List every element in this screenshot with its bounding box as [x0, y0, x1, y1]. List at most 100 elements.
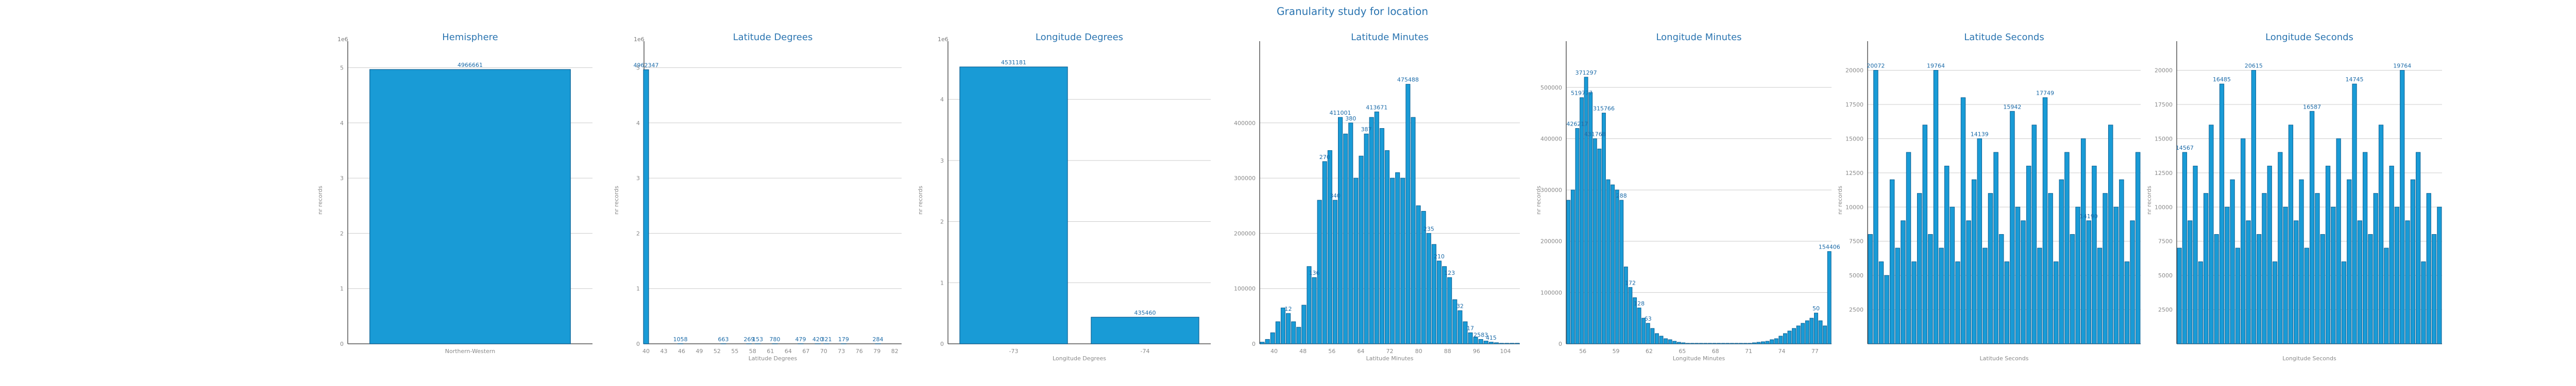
chart-panel-1: Hemisphere 0 1 2 3 4 5 1e6 nr records 4966661 Nort…	[317, 32, 592, 355]
bar	[2031, 125, 2037, 344]
bar	[2426, 193, 2431, 344]
x-axis-label: Latitude Minutes	[1366, 355, 1413, 362]
x-tick-label: 56	[1579, 348, 1586, 355]
x-tick-label: 76	[856, 348, 863, 355]
bar	[2053, 261, 2059, 344]
bar	[1868, 234, 1873, 344]
bar	[1712, 343, 1717, 344]
bar	[959, 66, 1068, 344]
x-tick-label: 59	[1613, 348, 1620, 355]
bar	[2204, 193, 2209, 344]
bar	[1792, 328, 1796, 344]
bar	[1515, 343, 1520, 344]
bar	[1364, 133, 1369, 344]
bar	[2251, 70, 2256, 344]
bar	[1721, 343, 1725, 344]
bar	[1878, 261, 1884, 344]
bar-value-label: 340	[1330, 192, 1341, 199]
bar	[1752, 342, 1756, 344]
bar	[1982, 248, 1988, 344]
bar	[2042, 97, 2048, 344]
bar	[1628, 287, 1633, 344]
y-multiplier-label: 1e6	[634, 36, 645, 43]
bar	[1615, 189, 1619, 344]
bar	[1473, 337, 1478, 344]
y-tick-label: 10000	[1845, 204, 1863, 210]
bar-value-label: 19764	[1927, 63, 1945, 69]
bar	[1623, 267, 1628, 344]
x-tick-label: 82	[891, 348, 899, 355]
bar	[1619, 200, 1624, 344]
y-tick-label: 4	[636, 120, 640, 127]
bar	[1411, 117, 1416, 344]
bar	[1510, 343, 1515, 344]
bar	[1783, 333, 1787, 344]
y-tick-label: 17500	[2155, 101, 2173, 108]
bar	[2124, 261, 2130, 344]
bar	[1725, 343, 1730, 344]
bar	[1906, 152, 1911, 344]
y-axis-label: nr records	[317, 186, 324, 215]
bar	[1343, 133, 1348, 344]
bar	[2405, 220, 2410, 344]
y-tick-label: 0	[340, 341, 344, 347]
bar	[1359, 155, 1364, 344]
bar-value-label: 16485	[2213, 76, 2231, 83]
y-tick-label: 3	[940, 157, 944, 164]
bar	[2219, 83, 2225, 344]
bar-value-label: 15942	[2003, 103, 2021, 110]
bar	[2310, 111, 2315, 344]
chart-panel-5: Longitude Minutes 0 100000 200000 300000 4000…	[1535, 32, 1840, 362]
y-tick-label: 2500	[2158, 307, 2173, 313]
bar	[1873, 70, 1878, 344]
bar-value-label: 16587	[2303, 103, 2321, 110]
bar	[1400, 178, 1405, 344]
bar	[1307, 266, 1312, 344]
y-tick-label: 5	[340, 64, 344, 71]
x-tick-label: 70	[820, 348, 827, 355]
bar	[643, 69, 649, 344]
bar-value-label: 20615	[2245, 63, 2263, 69]
bar	[2320, 234, 2325, 344]
bar	[2241, 138, 2246, 344]
bar	[2325, 166, 2331, 344]
bar	[1338, 117, 1343, 344]
bar	[1348, 122, 1353, 344]
bar	[2304, 248, 2309, 344]
y-tick-label: 0	[636, 341, 640, 347]
bar	[2410, 179, 2415, 344]
y-tick-label: 2	[636, 230, 640, 237]
y-tick-label: 15000	[2155, 135, 2173, 142]
x-tick-label: 48	[1299, 348, 1307, 355]
bar	[2010, 111, 2015, 344]
bar	[1796, 325, 1801, 344]
bar	[1998, 234, 2004, 344]
bar	[1827, 251, 1832, 344]
bar	[1597, 148, 1602, 344]
y-tick-label: 2500	[1849, 307, 1863, 313]
x-tick-label: 88	[1444, 348, 1451, 355]
bar	[1275, 321, 1280, 344]
x-tick-label: 80	[1415, 348, 1422, 355]
bar	[1939, 248, 1944, 344]
bar	[2108, 125, 2113, 344]
y-tick-label: 0	[940, 341, 944, 347]
bar	[2070, 234, 2075, 344]
bar	[1384, 150, 1389, 344]
bar-value-label: 14190	[2080, 213, 2098, 220]
page-title: Granularity study for location	[1277, 5, 1428, 17]
x-tick-label: 49	[696, 348, 703, 355]
bar	[2331, 206, 2336, 344]
y-axis-label: nr records	[1535, 186, 1542, 215]
bar	[1708, 343, 1712, 344]
bar-value-label: 270	[1319, 154, 1330, 161]
bar	[2113, 206, 2119, 344]
bar-value-label: 14139	[1971, 131, 1989, 137]
bar	[1091, 317, 1199, 344]
bar	[1436, 260, 1442, 344]
bar	[2368, 234, 2373, 344]
bar	[1922, 125, 1928, 344]
bar	[2188, 220, 2193, 344]
bar	[2198, 261, 2203, 344]
y-tick-label: 300000	[1234, 175, 1256, 182]
